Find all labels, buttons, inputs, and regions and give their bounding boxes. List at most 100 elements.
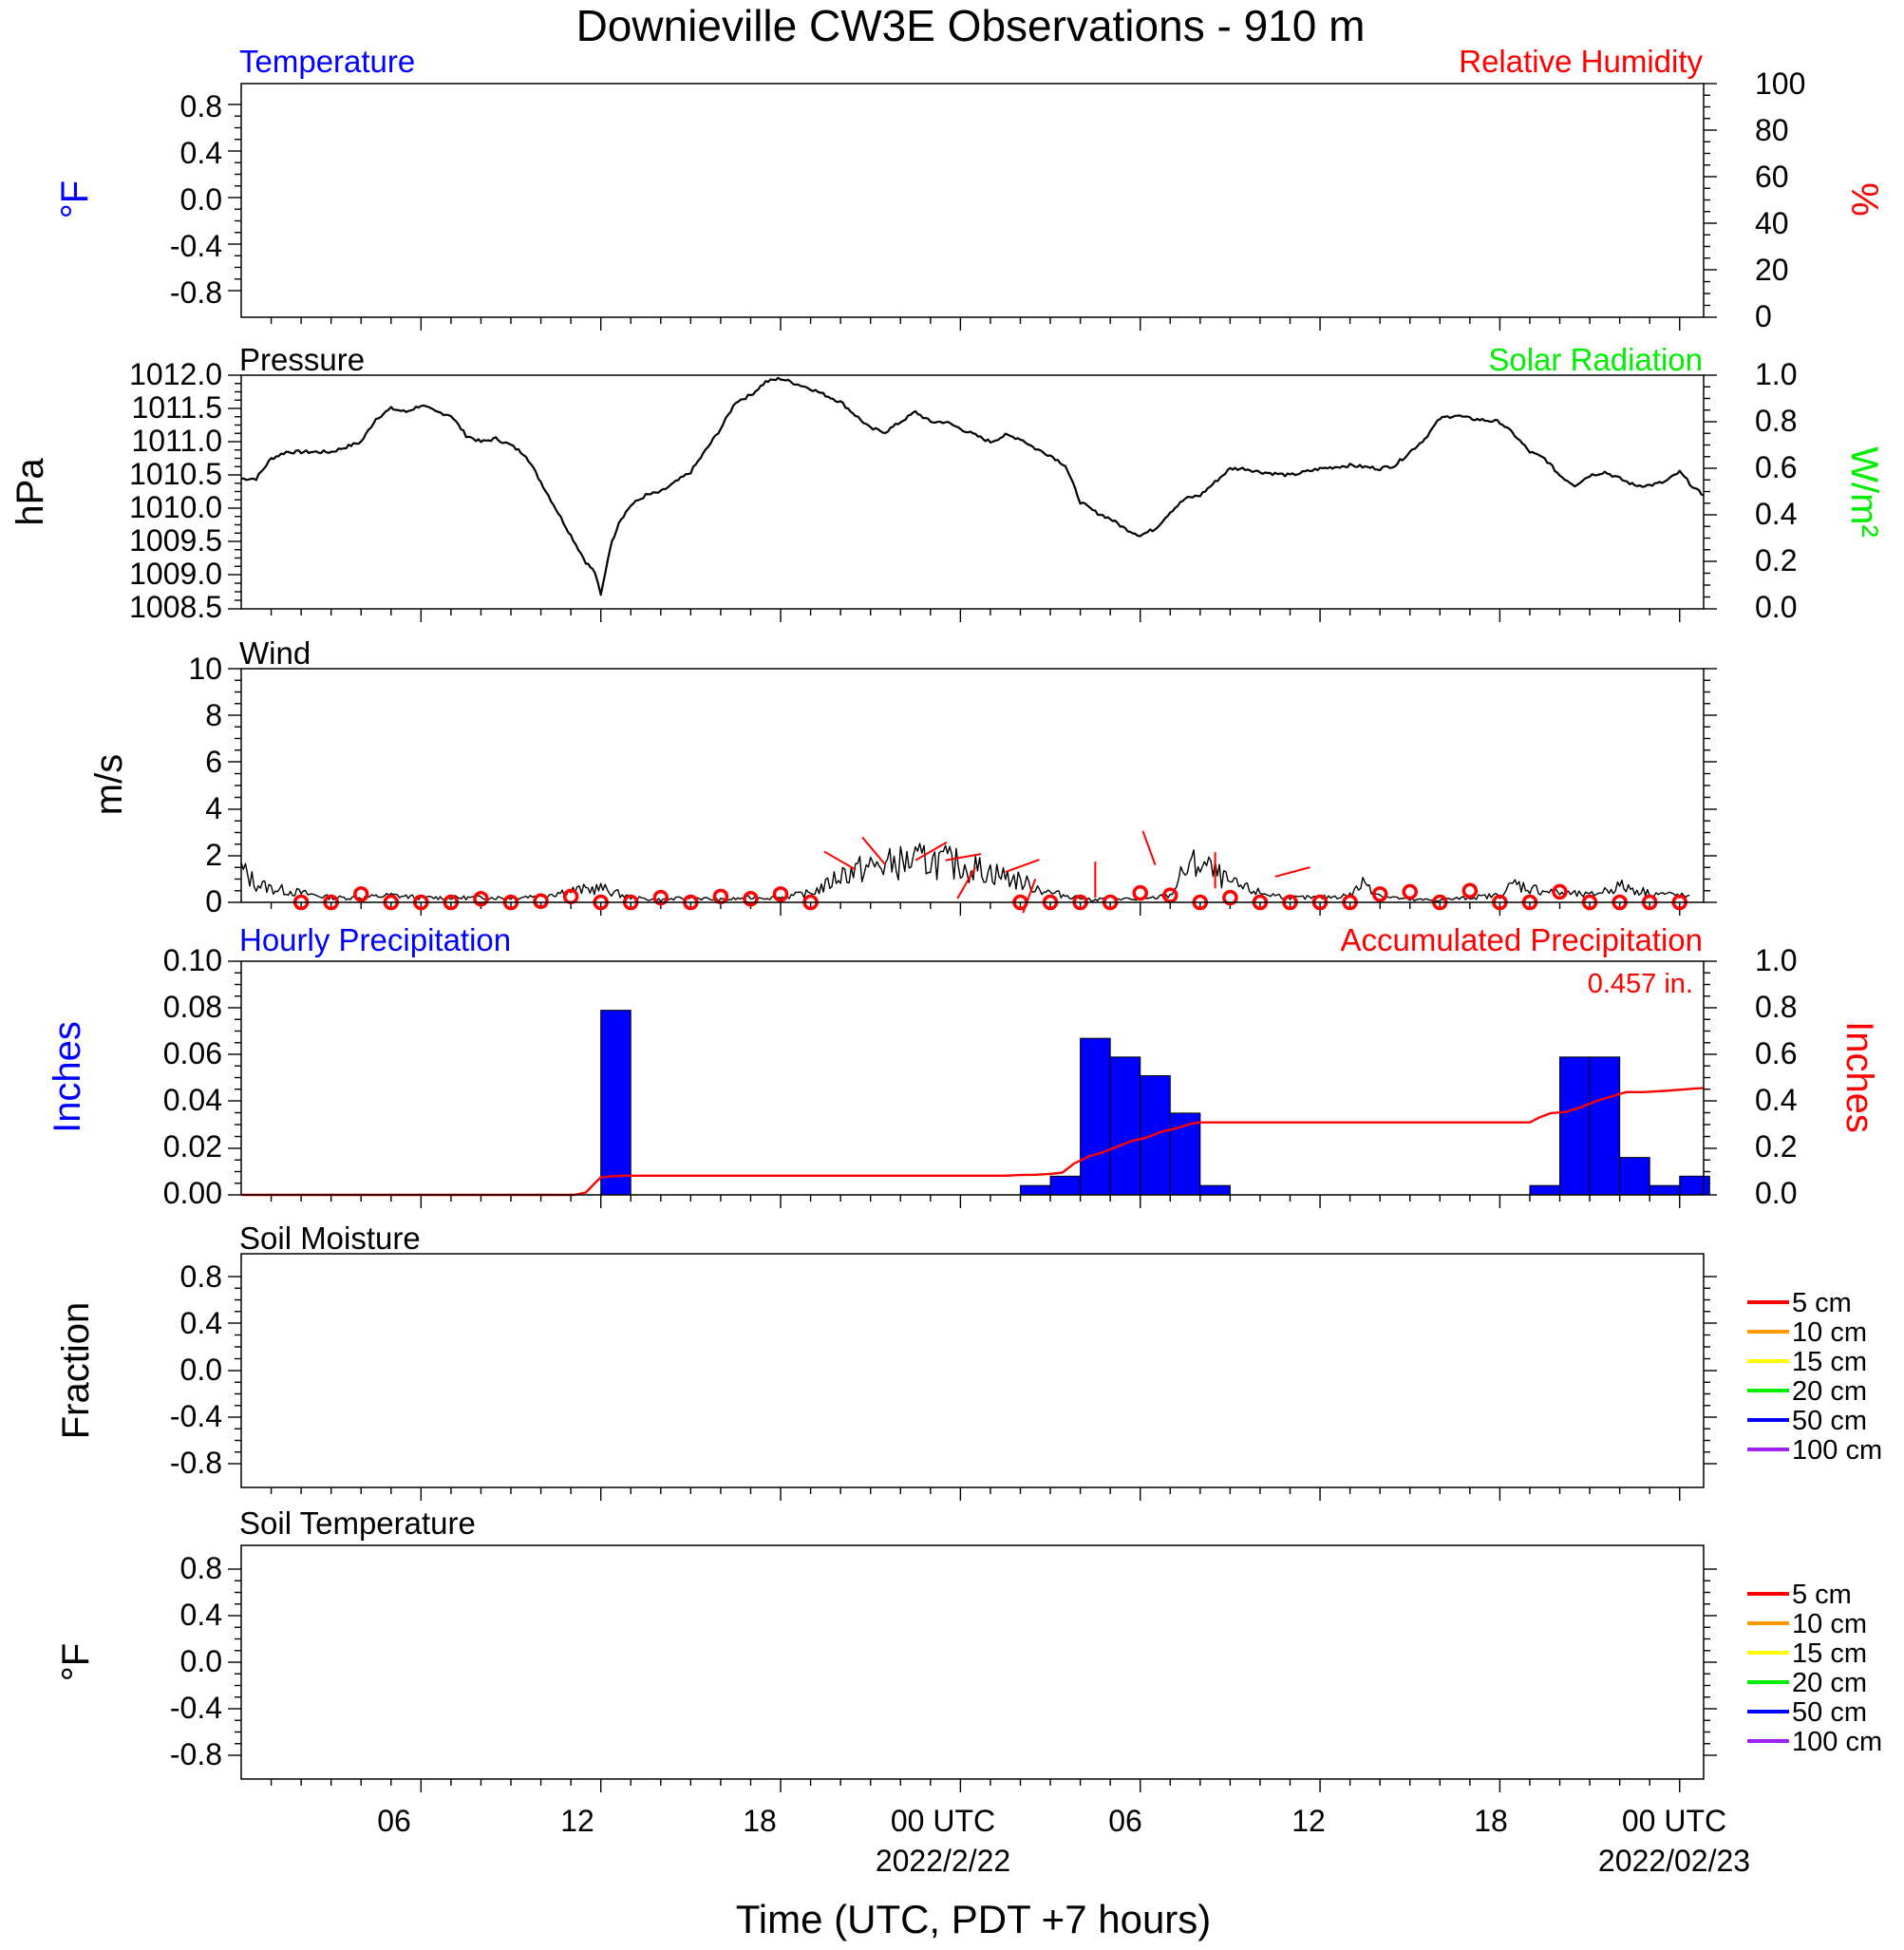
- y-tick-label: 1011.0: [132, 424, 223, 458]
- x-axis-tick-labels: 06 12 18 00 UTC 06 12 18 00 UTC 2022/2/2…: [377, 1804, 1750, 1878]
- legend-label: 10 cm: [1792, 1317, 1867, 1348]
- wind-marker: [1371, 886, 1388, 902]
- pressure-series-line: [240, 376, 1705, 596]
- precip-right-ticks: 1.0 0.8 0.6 0.4 0.2 0.0: [1755, 943, 1797, 1210]
- x-tick-label: 18: [743, 1804, 777, 1838]
- legend-label: 15 cm: [1792, 1638, 1867, 1669]
- y-tick-label: 0.6: [1755, 1036, 1797, 1070]
- soil-temperature-plot-frame: [240, 1544, 1705, 1780]
- y-tick-label: -0.4: [170, 229, 222, 263]
- y-tick-label: 0.6: [1755, 450, 1797, 484]
- wind-barb: [1005, 859, 1040, 873]
- soil-moisture-axis-ticks: [228, 1276, 1717, 1501]
- y-tick-label: 40: [1755, 206, 1789, 240]
- y-tick-label: 0.4: [180, 136, 222, 170]
- solar-ylabel: W/m²: [1843, 446, 1885, 538]
- y-tick-label: -0.8: [170, 1737, 222, 1771]
- wind-panel: Wind m/s 10 8 6 4 2 0: [88, 635, 1717, 918]
- soil-temperature-panel: Soil Temperature °F 0.8 0.4 0.0 -0.4 -0.…: [55, 1505, 1882, 1792]
- precip-bar: [1649, 1184, 1681, 1196]
- y-tick-label: 1010.0: [129, 490, 222, 524]
- wind-barb: [861, 836, 887, 866]
- wind-speed-line: [240, 842, 1690, 902]
- y-tick-label: 80: [1755, 113, 1789, 147]
- soil-temperature-axis-ticks: [228, 1568, 1717, 1792]
- temperature-axis-ticks: [228, 83, 1717, 331]
- wind-barb: [945, 853, 982, 861]
- y-tick-label: 0.4: [1755, 1083, 1797, 1117]
- wind-marker: [352, 886, 369, 902]
- y-tick-label: 0.4: [1755, 497, 1797, 531]
- wind-marker: [1132, 884, 1148, 901]
- wind-marker: [1162, 887, 1178, 903]
- precip-axis-ticks: [228, 960, 1717, 1208]
- wind-barb: [1141, 830, 1157, 865]
- precip-bar: [1679, 1175, 1710, 1196]
- x-tick-label: 18: [1474, 1804, 1508, 1838]
- x-tick-label: 00 UTC: [891, 1804, 995, 1838]
- soil-temperature-left-ticks: 0.8 0.4 0.0 -0.4 -0.8: [170, 1551, 222, 1771]
- solar-right-ticks: 1.0 0.8 0.6 0.4 0.2 0.0: [1755, 357, 1797, 624]
- wind-marker: [473, 891, 489, 907]
- temperature-plot-frame: [240, 83, 1705, 318]
- y-tick-label: 0.8: [180, 1551, 222, 1585]
- x-tick-label: 00 UTC: [1622, 1804, 1726, 1838]
- temperature-title: Temperature: [239, 44, 415, 79]
- y-tick-label: 1008.5: [129, 590, 222, 624]
- y-tick-label: 1012.0: [129, 357, 222, 391]
- wind-marker: [652, 889, 669, 906]
- y-tick-label: 20: [1755, 253, 1789, 287]
- precip-bar: [1019, 1184, 1051, 1196]
- y-tick-label: 0.0: [180, 1644, 222, 1678]
- pressure-title: Pressure: [239, 342, 365, 377]
- y-tick-label: 0.0: [180, 1353, 222, 1387]
- y-tick-label: 60: [1755, 160, 1789, 194]
- y-tick-label: 0.0: [1755, 1176, 1797, 1210]
- legend-label: 5 cm: [1792, 1288, 1852, 1318]
- wind-plot-frame: [240, 668, 1705, 903]
- wind-marker: [1552, 883, 1568, 900]
- x-date-label: 2022/02/23: [1598, 1844, 1750, 1878]
- precip-bar: [1109, 1056, 1141, 1196]
- accum-precip-ylabel: Inches: [1838, 1021, 1880, 1133]
- soil-temperature-title: Soil Temperature: [239, 1505, 476, 1541]
- precip-bar: [600, 1010, 632, 1196]
- wind-barb: [956, 866, 977, 899]
- legend-label: 5 cm: [1792, 1580, 1852, 1610]
- y-tick-label: 0.4: [180, 1598, 222, 1632]
- y-tick-label: -0.8: [170, 1446, 222, 1480]
- y-tick-label: 0.8: [180, 1259, 222, 1294]
- wind-barb: [914, 841, 948, 861]
- x-tick-label: 06: [1108, 1804, 1142, 1838]
- legend-label: 100 cm: [1792, 1727, 1882, 1757]
- soil-moisture-plot-frame: [240, 1253, 1705, 1488]
- y-tick-label: 0: [205, 884, 222, 918]
- precip-panel: Hourly Precipitation Accumulated Precipi…: [47, 922, 1880, 1210]
- precip-bar: [1049, 1175, 1082, 1196]
- y-tick-label: -0.8: [170, 275, 222, 310]
- y-tick-label: 0.8: [1755, 404, 1797, 438]
- wind-marker: [533, 893, 549, 910]
- soil-temperature-ylabel: °F: [55, 1643, 97, 1681]
- y-tick-label: 0.02: [163, 1129, 222, 1164]
- legend-label: 15 cm: [1792, 1347, 1867, 1377]
- soil-moisture-left-ticks: 0.8 0.4 0.0 -0.4 -0.8: [170, 1259, 222, 1480]
- temperature-panel: Temperature Relative Humidity °F % 0.8 0…: [54, 44, 1885, 333]
- pressure-plot-frame: [240, 374, 1705, 610]
- hourly-precip-title: Hourly Precipitation: [239, 922, 511, 957]
- humidity-ylabel: %: [1843, 182, 1885, 217]
- y-tick-label: 4: [205, 791, 222, 825]
- y-tick-label: 2: [205, 838, 222, 872]
- main-title: Downieville CW3E Observations - 910 m: [576, 1, 1366, 50]
- solar-title: Solar Radiation: [1488, 342, 1703, 377]
- soil-moisture-panel: Soil Moisture Fraction 0.8 0.4 0.0 -0.4 …: [55, 1221, 1882, 1501]
- y-tick-label: 1010.5: [129, 457, 222, 491]
- legend-label: 100 cm: [1792, 1435, 1882, 1466]
- soil-moisture-ylabel: Fraction: [55, 1302, 97, 1440]
- pressure-ylabel: hPa: [9, 458, 51, 526]
- wind-marker: [772, 886, 789, 902]
- pressure-panel: Pressure Solar Radiation hPa W/m² 1012.0…: [9, 342, 1885, 624]
